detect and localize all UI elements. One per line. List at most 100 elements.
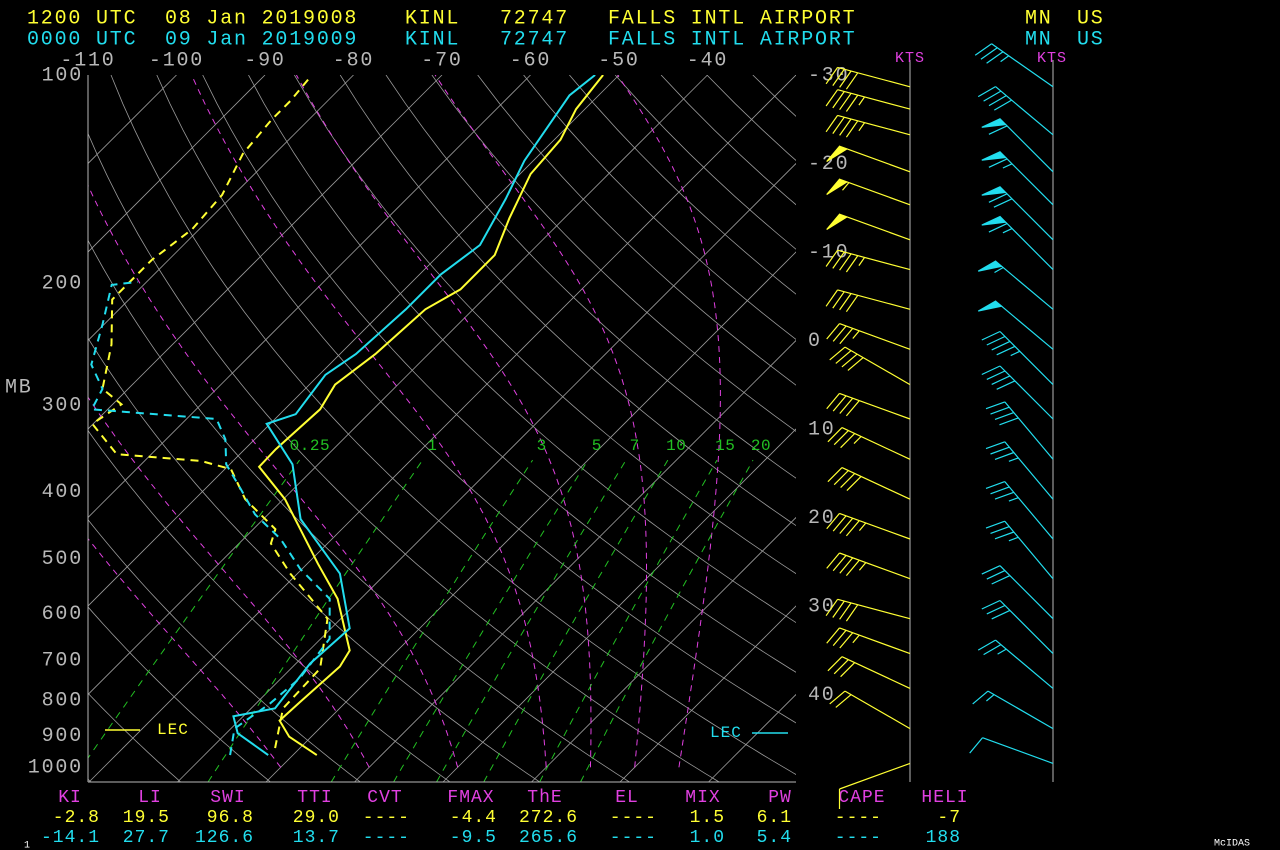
index-value: ---- — [363, 828, 410, 848]
mixing-ratio-line — [580, 459, 754, 782]
x-tick-label: -80 — [333, 49, 374, 72]
moist-adiabat — [295, 75, 592, 768]
index-value: 19.5 — [123, 808, 170, 828]
dry-adiabat — [88, 239, 630, 782]
wind-barb — [977, 300, 1054, 350]
wind-barb — [829, 346, 911, 386]
header-field: MN — [1025, 28, 1053, 51]
index-name: TTI — [297, 788, 332, 808]
dry-adiabat — [248, 75, 796, 624]
x-tick-label: -10 — [808, 241, 849, 264]
mixing-ratio-label: 1 — [427, 437, 437, 455]
index-value: 272.6 — [519, 808, 578, 828]
index-value: 265.6 — [519, 828, 578, 848]
wind-barb — [977, 639, 1054, 689]
y-tick-label: 500 — [42, 548, 83, 571]
x-tick-label: -70 — [421, 49, 462, 72]
wind-barb — [981, 186, 1054, 241]
index-value: 5.4 — [757, 828, 792, 848]
x-tick-label: -60 — [510, 49, 551, 72]
mixing-ratio-label: 15 — [715, 437, 735, 455]
y-tick-label: 900 — [42, 725, 83, 748]
wind-barb — [972, 690, 1054, 730]
index-name: PW — [768, 788, 792, 808]
wind-barb — [981, 599, 1054, 655]
y-tick-label: 100 — [42, 64, 83, 87]
index-value: 27.7 — [123, 828, 170, 848]
wind-barb — [981, 330, 1054, 386]
dry-adiabat — [339, 75, 796, 527]
isotherm — [88, 75, 354, 342]
wind-barb — [977, 260, 1054, 310]
profiles — [90, 75, 604, 756]
x-tick-label: -110 — [60, 49, 115, 72]
index-value: -9.5 — [450, 828, 497, 848]
wind-barb — [826, 627, 911, 655]
x-tick-label: -100 — [149, 49, 204, 72]
header-field: 1200 UTC — [27, 7, 137, 30]
index-name: MIX — [685, 788, 720, 808]
temperature-line — [232, 75, 596, 756]
index-value: ---- — [835, 808, 882, 828]
wind-barb — [838, 762, 911, 809]
dewpoint-line — [90, 75, 329, 749]
index-name: SWI — [210, 788, 245, 808]
dry-adiabat — [936, 75, 1280, 782]
wind-barb — [825, 66, 911, 90]
isotherm — [88, 75, 89, 76]
wind-barb — [826, 512, 911, 540]
header-field: KINL — [405, 28, 460, 51]
index-value: -4.4 — [450, 808, 497, 828]
dry-adiabat — [294, 75, 796, 575]
index-name: ThE — [527, 788, 562, 808]
wind-barb — [985, 520, 1054, 580]
header-field: FALLS INTL AIRPORT — [608, 7, 856, 30]
wind-barb — [981, 118, 1054, 173]
index-value: 1.0 — [690, 828, 725, 848]
wind-barb — [826, 392, 911, 420]
wind-barb — [827, 656, 911, 689]
dry-adiabat — [202, 75, 796, 673]
index-value: ---- — [610, 808, 657, 828]
wind-unit: KTS — [1037, 50, 1067, 67]
dry-adiabat — [706, 75, 796, 161]
temperature-line — [257, 75, 604, 756]
dry-adiabat — [88, 132, 720, 782]
dry-adiabat — [88, 429, 451, 782]
index-value: 188 — [926, 828, 961, 848]
isotherm — [88, 75, 796, 782]
index-value: 1.5 — [690, 808, 725, 828]
x-tick-label: -40 — [687, 49, 728, 72]
mixing-ratio-label: 10 — [666, 437, 686, 455]
wind-barb — [827, 467, 911, 500]
dry-adiabat — [88, 692, 181, 782]
wind-barb — [825, 289, 911, 313]
header-field: 0000 UTC — [27, 28, 137, 51]
index-name: CVT — [367, 788, 402, 808]
wind-barb — [826, 213, 911, 241]
x-tick-label: 10 — [808, 418, 836, 441]
mixing-ratio-line — [330, 459, 534, 782]
wind-barb — [826, 323, 911, 350]
index-value: -2.8 — [53, 808, 100, 828]
dry-adiabat — [799, 75, 1280, 782]
isotherm — [619, 605, 796, 782]
wind-barb — [826, 552, 911, 580]
index-value: -7 — [937, 808, 961, 828]
mixing-ratio-label: 7 — [630, 437, 640, 455]
mixing-ratio-label: 3 — [537, 437, 547, 455]
moist-adiabat — [617, 75, 721, 768]
index-value: 13.7 — [293, 828, 340, 848]
y-axis-label: MB — [5, 376, 33, 399]
y-tick-label: 800 — [42, 690, 83, 713]
wind-barb — [985, 401, 1054, 460]
dry-adiabat — [385, 75, 796, 479]
isotherm — [88, 75, 531, 519]
wind-barb — [974, 43, 1054, 88]
dry-adiabat — [1028, 75, 1280, 782]
moist-adiabat — [88, 396, 370, 768]
wind-barb — [981, 215, 1054, 271]
mixing-ratio-line — [483, 459, 669, 782]
